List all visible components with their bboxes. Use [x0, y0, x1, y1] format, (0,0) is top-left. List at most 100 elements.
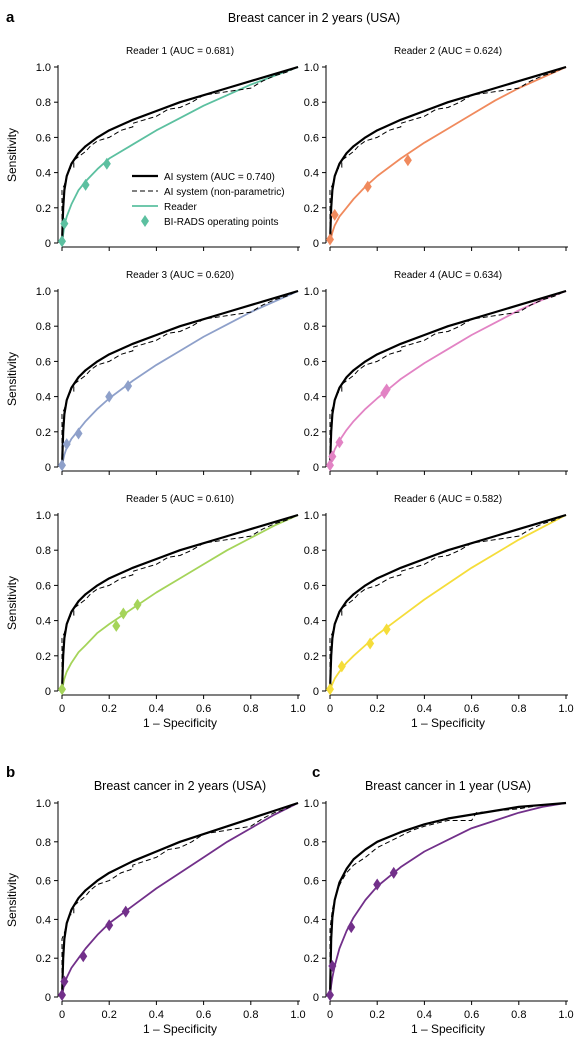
y-tick-label: 0.8	[36, 837, 51, 849]
panel-letter-a: a	[6, 9, 15, 26]
roc-panel-7: Breast cancer in 2 years (USA) 0 0.2 0.4 0.6…	[5, 779, 306, 1036]
y-axis-label: Sensitivity	[5, 352, 19, 406]
ai-nonparametric-curve	[61, 290, 299, 467]
y-tick-label: 0	[313, 686, 319, 698]
birads-point	[326, 989, 334, 1002]
birads-point	[105, 919, 114, 932]
y-tick-label: 0	[45, 992, 51, 1004]
legend-birads-label: BI-RADS operating points	[164, 217, 279, 228]
y-tick-label: 1.0	[36, 286, 51, 298]
birads-point	[105, 390, 114, 403]
birads-point	[337, 660, 346, 673]
x-tick-label: 0.8	[511, 1009, 526, 1021]
birads-point	[382, 383, 391, 396]
y-tick-label: 0	[313, 462, 319, 474]
y-tick-label: 1.0	[36, 62, 51, 74]
birads-point	[102, 157, 111, 170]
panel-title: Reader 6 (AUC = 0.582)	[394, 494, 502, 505]
y-tick-label: 0.4	[304, 616, 319, 628]
x-tick-label: 0	[59, 703, 65, 715]
x-axis-label: 1 – Specificity	[411, 1022, 485, 1036]
y-tick-label: 1.0	[304, 286, 319, 298]
x-tick-label: 1.0	[290, 1009, 305, 1021]
reader-curve	[61, 514, 299, 692]
y-tick-label: 0.4	[36, 616, 51, 628]
ai-curve	[328, 513, 567, 692]
y-tick-label: 1.0	[304, 798, 319, 810]
y-tick-label: 0.6	[304, 356, 319, 368]
birads-point	[335, 436, 344, 449]
roc-panel-1: Reader 1 (AUC = 0.681) 0 0.2 0.4 0.6 0.8 1.0 Se…	[5, 46, 300, 251]
y-tick-label: 0.8	[304, 321, 319, 333]
y-tick-label: 0	[45, 238, 51, 250]
birads-point	[79, 950, 88, 963]
roc-panel-6: Reader 6 (AUC = 0.582) 0 0.2 0.4 0.6 0.8 1.0 0 0…	[304, 494, 574, 730]
roc-panel-8: Breast cancer in 1 year (USA) 0 0.2 0.4 0.6 0…	[304, 779, 574, 1036]
roc-panel-4: Reader 4 (AUC = 0.634) 0 0.2 0.4 0.6 0.8 1.0	[304, 270, 568, 475]
figure-title: Breast cancer in 2 years (USA)	[228, 11, 400, 25]
birads-point	[389, 866, 398, 879]
ai-curve	[328, 289, 567, 468]
birads-point	[347, 921, 356, 934]
birads-point	[382, 623, 391, 636]
y-axis-label: Sensitivity	[5, 128, 19, 182]
x-tick-label: 0.2	[370, 1009, 385, 1021]
legend-reader-label: Reader	[164, 202, 197, 213]
y-tick-label: 1.0	[36, 510, 51, 522]
y-tick-label: 0.2	[304, 203, 319, 215]
ai-nonparametric-curve	[329, 66, 567, 243]
reader-curve	[329, 66, 567, 244]
x-tick-label: 0.6	[464, 703, 479, 715]
panel-letter-b: b	[6, 764, 15, 781]
legend-ai-nonparametric-label: AI system (non-parametric)	[164, 187, 285, 198]
ai-curve	[60, 65, 299, 244]
y-tick-label: 0.8	[304, 837, 319, 849]
y-tick-label: 1.0	[304, 510, 319, 522]
y-tick-label: 0	[45, 462, 51, 474]
birads-point	[58, 989, 66, 1002]
ai-curve	[328, 801, 567, 998]
x-tick-label: 0.4	[417, 703, 432, 715]
birads-point	[58, 683, 66, 696]
legend: AI system (AUC = 0.740) AI system (non-pa…	[132, 172, 285, 228]
y-tick-label: 0.8	[304, 545, 319, 557]
y-tick-label: 0.4	[36, 914, 51, 926]
y-axis-label: Sensitivity	[5, 873, 19, 927]
reader-curve	[61, 290, 299, 468]
y-tick-label: 0.8	[304, 97, 319, 109]
y-tick-label: 0.4	[304, 914, 319, 926]
birads-point	[326, 459, 334, 472]
birads-point	[74, 427, 83, 440]
y-tick-label: 0.6	[36, 876, 51, 888]
y-tick-label: 0.2	[36, 427, 51, 439]
birads-point	[81, 178, 90, 191]
birads-point	[366, 637, 375, 650]
x-tick-label: 0	[59, 1009, 65, 1021]
y-tick-label: 0	[313, 992, 319, 1004]
x-tick-label: 0.4	[417, 1009, 432, 1021]
y-tick-label: 0.6	[304, 876, 319, 888]
ai-curve	[60, 289, 299, 468]
x-tick-label: 0	[327, 703, 333, 715]
birads-point	[326, 683, 334, 696]
birads-point	[373, 878, 382, 891]
birads-point	[60, 975, 69, 988]
birads-point	[60, 217, 69, 230]
x-tick-label: 1.0	[558, 1009, 573, 1021]
panel-title: Reader 1 (AUC = 0.681)	[126, 46, 234, 57]
reader-curve	[329, 802, 567, 998]
y-tick-label: 0.6	[36, 580, 51, 592]
birads-point	[62, 438, 71, 451]
birads-point	[124, 380, 133, 393]
y-tick-label: 0.2	[304, 953, 319, 965]
y-tick-label: 0.4	[304, 392, 319, 404]
y-tick-label: 0.6	[36, 132, 51, 144]
y-tick-label: 0.2	[304, 427, 319, 439]
x-tick-label: 0.4	[149, 1009, 164, 1021]
y-tick-label: 0.4	[304, 168, 319, 180]
roc-panel-5: Reader 5 (AUC = 0.610) 0 0.2 0.4 0.6 0.8 1.0 0 0…	[5, 494, 306, 730]
y-tick-label: 0.6	[36, 356, 51, 368]
x-axis-label: 1 – Specificity	[143, 716, 217, 730]
panel-title: Reader 4 (AUC = 0.634)	[394, 270, 502, 281]
x-tick-label: 0.2	[102, 703, 117, 715]
